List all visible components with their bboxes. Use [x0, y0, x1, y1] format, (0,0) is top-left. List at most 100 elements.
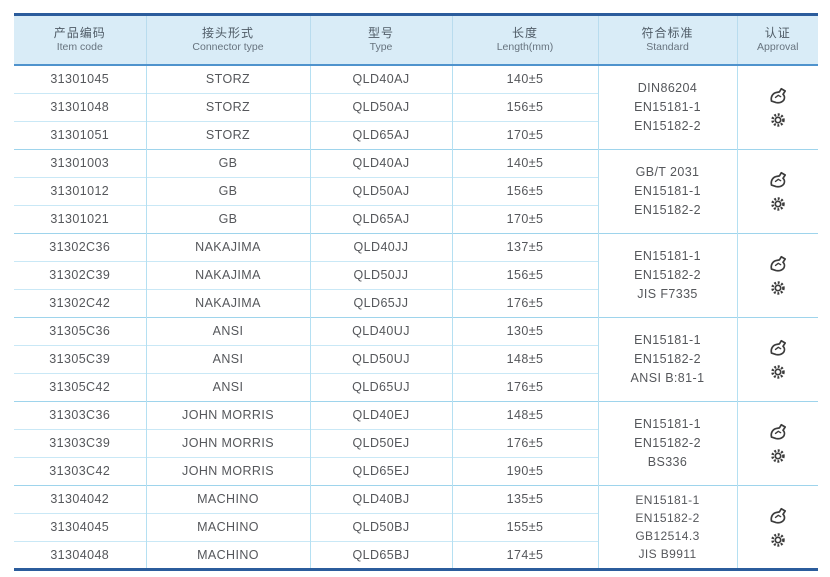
standard-line: JIS B9911	[638, 546, 697, 561]
standard-line: DIN86204	[637, 80, 698, 95]
type-cell: QLD50UJ	[309, 344, 452, 373]
header-length-zh: 长度	[511, 26, 538, 40]
standard-line: EN15181-1	[634, 248, 701, 263]
type-cell: QLD65EJ	[309, 456, 452, 485]
table-row: 31304042 MACHINO QLD40BJ 135±5 EN15181-1…	[14, 485, 818, 569]
standard-line: EN15181-1	[634, 99, 701, 114]
standard-cell: EN15181-1 EN15182-2 ANSI B:81-1	[597, 317, 737, 401]
type-cell: QLD50AJ	[309, 176, 452, 205]
approval-cell	[736, 233, 818, 317]
item-code-cell: 31303C42	[14, 456, 146, 485]
header-type-en: Type	[369, 41, 393, 53]
item-code-cell: 31301051	[14, 120, 146, 149]
header-item-code-en: Item code	[56, 41, 103, 53]
connector-type-cell: NAKAJIMA	[145, 288, 310, 317]
item-code-cell: 31304045	[14, 512, 146, 541]
length-cell: 137±5	[451, 233, 598, 261]
standard-cell: EN15181-1 EN15182-2 JIS F7335	[597, 233, 737, 317]
standard-line: EN15181-1	[634, 416, 701, 431]
item-code-cell: 31301003	[50, 156, 110, 170]
item-code-cell: 31301021	[14, 204, 146, 233]
length-cell: 170±5	[451, 120, 598, 149]
standard-cell: DIN86204 EN15181-1 EN15182-2	[597, 65, 737, 149]
group-storz: 31301045 STORZ QLD40AJ 140±5 DIN86204 EN…	[14, 65, 818, 149]
table-row: 31301012 GB QLD50AJ 156±5	[14, 176, 818, 205]
connector-type-cell: STORZ	[145, 120, 310, 149]
standard-line: GB12514.3	[635, 528, 700, 543]
gear-badge-icon	[771, 449, 785, 463]
header-standard-en: Standard	[646, 41, 689, 53]
length-cell: 174±5	[451, 540, 598, 569]
item-code-cell: 31304042	[50, 492, 110, 506]
length-cell: 130±5	[451, 317, 598, 345]
type-cell: QLD50AJ	[309, 92, 452, 121]
item-code-cell: 31303C36	[49, 408, 111, 422]
approval-cell	[736, 401, 818, 485]
column-header-type: 型号 Type	[309, 14, 452, 65]
connector-type-cell: STORZ	[145, 92, 310, 121]
connector-type-cell: NAKAJIMA	[145, 233, 310, 261]
length-cell: 176±5	[451, 288, 598, 317]
table-row: 31305C42 ANSI QLD65UJ 176±5	[14, 372, 818, 401]
type-cell: QLD65BJ	[309, 540, 452, 569]
gear-badge-icon	[771, 197, 785, 211]
item-code-cell: 31301045	[50, 72, 110, 87]
type-cell: QLD40EJ	[309, 401, 452, 429]
type-cell: QLD65AJ	[309, 204, 452, 233]
length-cell: 176±5	[451, 372, 598, 401]
item-code-cell: 31305C42	[14, 372, 146, 401]
item-code-cell: 31305C39	[14, 344, 146, 373]
connector-type-cell: GB	[145, 204, 310, 233]
standard-line: BS336	[647, 454, 688, 469]
connector-type-cell: STORZ	[145, 65, 310, 93]
standard-line: EN15182-2	[634, 267, 701, 282]
item-code-cell: 31302C39	[14, 260, 146, 289]
length-cell: 140±5	[451, 65, 598, 93]
standard-line: EN15182-2	[634, 118, 701, 133]
standard-line: JIS F7335	[637, 286, 698, 301]
gear-badge-icon	[771, 281, 785, 295]
standard-line: EN15182-2	[635, 510, 700, 525]
type-cell: QLD65UJ	[309, 372, 452, 401]
standard-cell: EN15181-1 EN15182-2 BS336	[597, 401, 737, 485]
column-header-standard: 符合标准 Standard	[597, 14, 737, 65]
table-row: 31303C39 JOHN MORRIS QLD50EJ 176±5	[14, 428, 818, 457]
connector-type-cell: GB	[145, 149, 310, 177]
standard-line: ANSI B:81-1	[630, 370, 705, 385]
column-header-length: 长度 Length(mm)	[451, 14, 598, 65]
item-code-cell: 31302C42	[14, 288, 146, 317]
table-row: 31301021 GB QLD65AJ 170±5	[14, 204, 818, 233]
product-spec-table-container: 产品编码 Item code 接头形式 Connector type 型号 Ty…	[14, 13, 818, 571]
gear-badge-icon	[771, 113, 785, 127]
table-row: 31304048 MACHINO QLD65BJ 174±5	[14, 540, 818, 569]
standard-line: EN15181-1	[635, 492, 700, 507]
table-header: 产品编码 Item code 接头形式 Connector type 型号 Ty…	[14, 14, 818, 65]
table-row: 31305C39 ANSI QLD50UJ 148±5	[14, 344, 818, 373]
connector-type-cell: MACHINO	[145, 540, 310, 569]
table-row: 31305C36 ANSI QLD40UJ 130±5 EN15181-1 EN…	[14, 317, 818, 401]
length-cell: 148±5	[451, 344, 598, 373]
table-row: 31301048 STORZ QLD50AJ 156±5	[14, 92, 818, 121]
table-row: 31302C39 NAKAJIMA QLD50JJ 156±5	[14, 260, 818, 289]
standard-line: EN15181-1	[634, 332, 701, 347]
item-code-cell: 31302C36	[49, 240, 111, 254]
table-row: 31304045 MACHINO QLD50BJ 155±5	[14, 512, 818, 541]
table-row: 31301045 STORZ QLD40AJ 140±5 DIN86204 EN…	[14, 65, 818, 149]
length-cell: 156±5	[451, 260, 598, 289]
connector-type-cell: ANSI	[145, 372, 310, 401]
connector-type-cell: MACHINO	[145, 512, 310, 541]
column-header-approval: 认证 Approval	[736, 14, 818, 65]
table-row: 31301003 GB QLD40AJ 140±5 GB/T 2031 EN15…	[14, 149, 818, 233]
gear-badge-icon	[771, 532, 785, 547]
standard-line: EN15182-2	[634, 202, 701, 217]
item-code-cell: 31304048	[14, 540, 146, 569]
standard-line: EN15182-2	[634, 435, 701, 450]
length-cell: 155±5	[451, 512, 598, 541]
type-cell: QLD50JJ	[309, 260, 452, 289]
header-length-en: Length(mm)	[496, 41, 554, 53]
table-row: 31302C36 NAKAJIMA QLD40JJ 137±5 EN15181-…	[14, 233, 818, 317]
item-code-cell: 31301012	[14, 176, 146, 205]
stamp-certification-icon	[770, 507, 786, 524]
type-cell: QLD40JJ	[309, 233, 452, 261]
type-cell: QLD65AJ	[309, 120, 452, 149]
